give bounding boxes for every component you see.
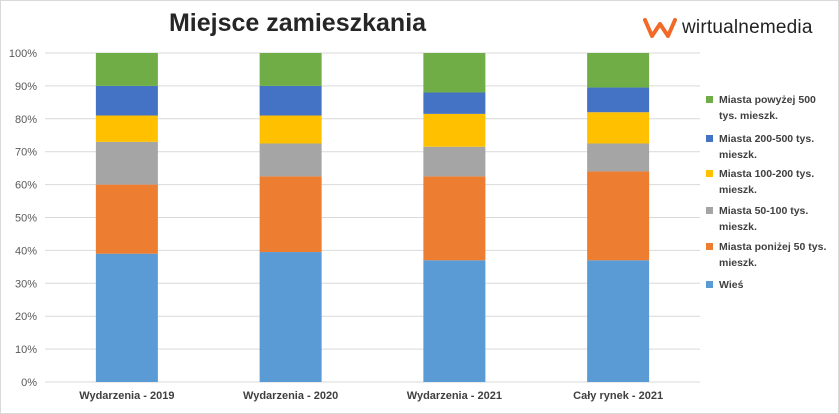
bar-segment [95,115,158,142]
legend-label: Miasta poniżej 50 tys. mieszk. [719,241,827,269]
bar-segment [259,115,322,144]
y-axis: 0% 10% 20% 30% 40% 50% 60% 70% 80% 90% 100% [9,48,37,389]
legend-label: Wieś [719,279,744,291]
bar-segment [587,171,650,261]
y-tick-label: 50% [15,213,37,225]
bar-segment [423,92,486,114]
bar-segment [587,87,650,113]
bar-segment [259,176,322,253]
y-tick-label: 90% [15,81,37,93]
x-axis: Wydarzenia - 2019 Wydarzenia - 2020 Wydarz… [79,390,663,402]
legend-swatch-wies [706,281,713,288]
legend-label: Miasta 200-500 tys. mieszk. [719,133,815,161]
legend-swatch-miasta-ponizej-50 [706,243,713,250]
y-tick-label: 40% [15,245,37,257]
bar-segment [587,143,650,172]
bar-segment [95,253,158,382]
bar-segment [423,113,486,147]
legend-swatch-miasta-50-100 [706,207,713,214]
logo-text: wirtualnemedia [682,17,813,38]
legend-swatch-miasta-powyzej-500 [706,96,713,103]
bar-segment [259,143,322,177]
bar-segment [423,260,486,382]
bars [95,53,650,382]
y-tick-label: 70% [15,147,37,159]
chart-title: Miejsce zamieszkania [168,9,427,37]
logo: wirtualnemedia [643,15,813,41]
legend-swatch-miasta-100-200 [706,170,713,177]
bar-segment [95,85,158,116]
bar-segment [259,53,322,86]
bar-segment [259,252,322,382]
legend-swatch-miasta-200-500 [706,135,713,142]
y-tick-label: 60% [15,180,37,192]
x-tick-label: Wydarzenia - 2019 [79,390,174,402]
bar-segment [95,53,158,86]
legend-label: Miasta 100-200 tys. mieszk. [719,168,815,196]
legend-label: Miasta powyżej 500 tys. mieszk. [719,94,816,122]
y-tick-label: 0% [21,377,37,389]
y-tick-label: 10% [15,344,37,356]
bar-segment [587,53,650,88]
y-tick-label: 100% [9,48,37,60]
y-tick-label: 30% [15,278,37,290]
bar-segment [587,112,650,144]
x-tick-label: Cały rynek - 2021 [573,390,663,402]
y-tick-label: 20% [15,311,37,323]
bar-segment [423,146,486,177]
bar-segment [95,184,158,254]
x-tick-label: Wydarzenia - 2020 [243,390,338,402]
bar-segment [423,176,486,261]
legend-label: Miasta 50-100 tys. mieszk. [719,205,809,233]
bar-segment [423,53,486,93]
bar-segment [95,141,158,185]
bar-segment [587,260,650,382]
bar-segment [259,85,322,116]
x-tick-label: Wydarzenia - 2021 [407,390,502,402]
wirtualnemedia-logo-icon [643,18,677,38]
y-tick-label: 80% [15,114,37,126]
